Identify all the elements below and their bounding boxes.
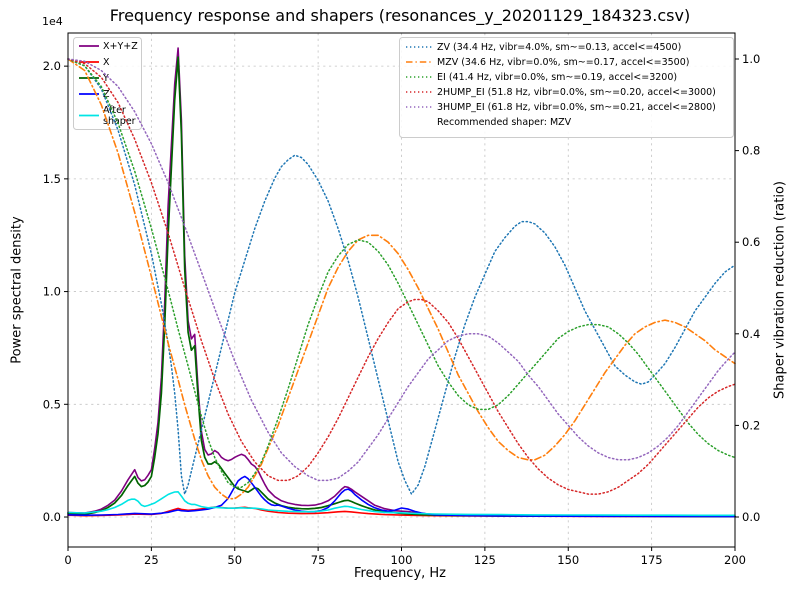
legend-entry-label: X+Y+Z	[103, 41, 138, 52]
y-tick-label-left: 1.0	[43, 285, 61, 299]
recommended-shaper-note: Recommended shaper: MZV	[437, 117, 572, 128]
y-tick-label-right: 0.8	[742, 144, 760, 158]
legend-entry-label: Z	[103, 89, 110, 100]
series-zv-line	[67, 58, 736, 495]
series-mzv-line	[67, 58, 736, 500]
x-tick-label: 50	[227, 553, 242, 567]
legend-entry-label: Y	[102, 73, 109, 84]
x-tick-label: 125	[474, 553, 496, 567]
left-y-axis-label: Power spectral density	[9, 216, 25, 364]
x-tick-label: 75	[311, 553, 326, 567]
x-tick-label: 100	[391, 553, 413, 567]
y-tick-label-right: 0.6	[742, 235, 760, 249]
legend-entry-label: X	[103, 57, 110, 68]
legend-entry-label: After	[103, 105, 126, 116]
x-tick-label: 25	[144, 553, 159, 567]
series-after-shaper-line	[67, 490, 736, 517]
y-axis-offset-text: 1e4	[42, 15, 63, 28]
chart-title: Frequency response and shapers (resonanc…	[109, 6, 691, 25]
y-tick-label-left: 1.5	[43, 172, 61, 186]
series-2hump-ei-line	[67, 58, 736, 495]
y-tick-label-right: 0.2	[742, 418, 760, 432]
x-tick-label: 0	[64, 553, 71, 567]
x-tick-label: 150	[557, 553, 579, 567]
legend-entry-label: 3HUMP_EI (61.8 Hz, vibr=0.0%, sm~=0.21, …	[437, 102, 716, 113]
y-tick-label-right: 0.0	[742, 510, 760, 524]
series-ei-line	[67, 58, 736, 488]
legend-entry-label: ZV (34.4 Hz, vibr=4.0%, sm~=0.13, accel<…	[437, 42, 681, 53]
y-tick-label-left: 0.0	[43, 510, 61, 524]
legend-entry-label: shaper	[103, 116, 136, 127]
x-axis-label: Frequency, Hz	[353, 566, 447, 581]
x-tick-label: 175	[641, 553, 663, 567]
y-tick-label-right: 0.4	[742, 327, 760, 341]
right-y-axis-label: Shaper vibration reduction (ratio)	[772, 181, 788, 399]
legend-left	[73, 37, 142, 130]
series-3hump-ei-line	[67, 58, 736, 482]
x-tick-label: 200	[724, 553, 746, 567]
series-y-line	[67, 56, 736, 518]
y-tick-label-left: 0.5	[43, 397, 61, 411]
legend-right	[399, 37, 734, 138]
legend-entry-label: EI (41.4 Hz, vibr=0.0%, sm~=0.19, accel<…	[437, 72, 677, 83]
legend-entry-label: 2HUMP_EI (51.8 Hz, vibr=0.0%, sm~=0.20, …	[437, 87, 716, 98]
y-tick-label-left: 2.0	[43, 59, 61, 73]
series-x-y-z-line	[67, 47, 736, 518]
legend-entry-label: MZV (34.6 Hz, vibr=0.0%, sm~=0.17, accel…	[437, 57, 689, 68]
y-tick-label-right: 1.0	[742, 52, 760, 66]
